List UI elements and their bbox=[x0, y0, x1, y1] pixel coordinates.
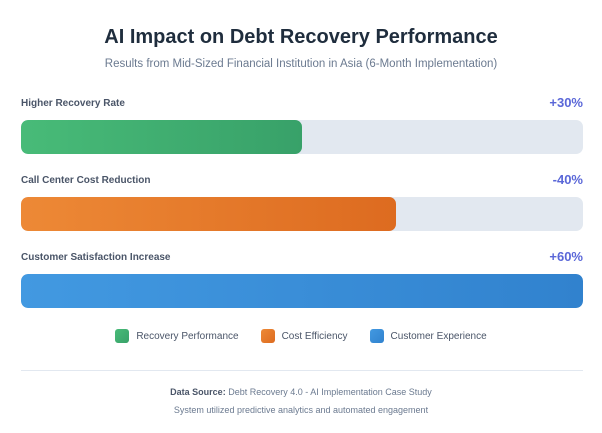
legend-label: Recovery Performance bbox=[136, 330, 239, 342]
legend-swatch bbox=[115, 329, 130, 343]
bar-value-label: -40% bbox=[552, 172, 583, 187]
bar-track bbox=[21, 120, 583, 154]
bar-label: Higher Recovery Rate bbox=[21, 98, 125, 109]
legend-label: Customer Experience bbox=[390, 330, 487, 342]
footer-note: System utilized predictive analytics and… bbox=[173, 405, 429, 415]
bar-label: Call Center Cost Reduction bbox=[21, 175, 151, 186]
chart-subtitle: Results from Mid-Sized Financial Institu… bbox=[104, 58, 498, 70]
legend-swatch bbox=[369, 329, 384, 343]
legend-item-customer: Customer Experience bbox=[369, 329, 487, 343]
legend-swatch bbox=[260, 329, 275, 343]
data-source-label: Data Source: bbox=[170, 387, 226, 397]
legend-item-cost: Cost Efficiency bbox=[260, 329, 348, 343]
footer-divider bbox=[21, 370, 583, 371]
bar-fill bbox=[21, 197, 396, 231]
bar-value-label: +30% bbox=[549, 95, 583, 110]
bar-value-label: +60% bbox=[549, 249, 583, 264]
data-source: Data Source: Debt Recovery 4.0 - AI Impl… bbox=[0, 387, 602, 397]
bar-label: Customer Satisfaction Increase bbox=[21, 252, 171, 263]
bar-fill bbox=[21, 120, 302, 154]
legend: Recovery Performance Cost Efficiency Cus… bbox=[0, 329, 602, 343]
legend-label: Cost Efficiency bbox=[281, 330, 348, 342]
data-source-text: Debt Recovery 4.0 - AI Implementation Ca… bbox=[225, 387, 432, 397]
bar-fill bbox=[21, 274, 583, 308]
bar-track bbox=[21, 274, 583, 308]
chart-title: AI Impact on Debt Recovery Performance bbox=[104, 26, 498, 48]
bar-track bbox=[21, 197, 583, 231]
legend-item-recovery: Recovery Performance bbox=[115, 329, 239, 343]
